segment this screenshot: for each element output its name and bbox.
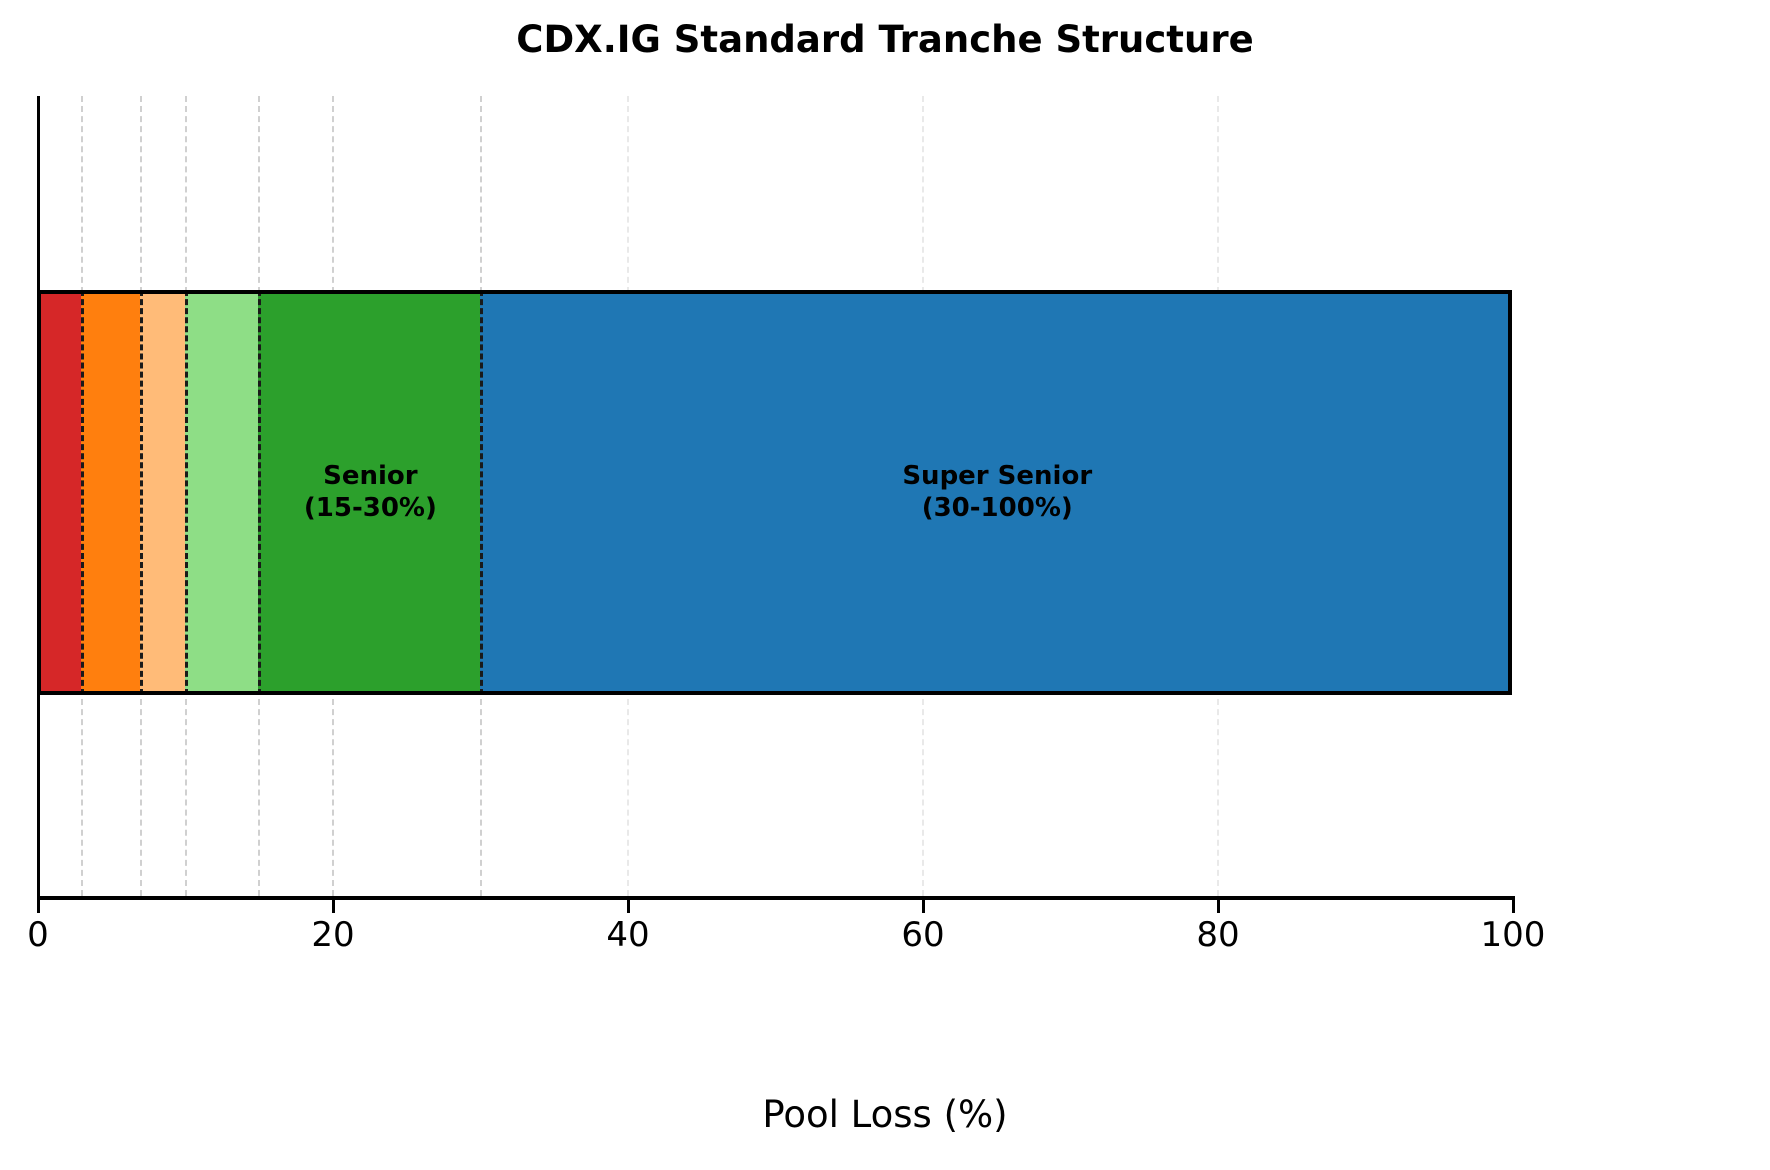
chart-title: CDX.IG Standard Tranche Structure bbox=[516, 18, 1254, 61]
x-tick-mark-40 bbox=[627, 900, 630, 913]
tranche-segment-senior-mezzanine bbox=[184, 290, 259, 695]
x-tick-mark-60 bbox=[922, 900, 925, 913]
tranche-label-range: (30-100%) bbox=[921, 492, 1073, 523]
tranche-segment-equity bbox=[37, 290, 82, 695]
x-tick-label-40: 40 bbox=[606, 915, 650, 955]
tranche-label-range: (15-30%) bbox=[303, 492, 437, 523]
x-tick-mark-0 bbox=[37, 900, 40, 913]
tranche-label-super-senior: Super Senior (30-100%) bbox=[902, 461, 1092, 524]
plot-area: Senior (15-30%) Super Senior (30-100%) bbox=[37, 96, 1512, 896]
tranche-segment-mezzanine bbox=[140, 290, 185, 695]
x-tick-label-20: 20 bbox=[311, 915, 355, 955]
x-tick-label-100: 100 bbox=[1480, 915, 1546, 955]
tranche-segment-junior-mezzanine bbox=[81, 290, 141, 695]
x-tick-label-60: 60 bbox=[901, 915, 945, 955]
tranche-label-name: Senior bbox=[323, 460, 418, 491]
x-tick-mark-80 bbox=[1217, 900, 1220, 913]
x-tick-label-0: 0 bbox=[27, 915, 49, 955]
tranche-label-name: Super Senior bbox=[902, 460, 1093, 491]
x-axis-label: Pool Loss (%) bbox=[762, 1093, 1008, 1136]
x-tick-mark-100 bbox=[1512, 900, 1515, 913]
x-axis-spine bbox=[37, 896, 1515, 900]
tranche-segment-senior: Senior (15-30%) bbox=[258, 290, 480, 695]
tranche-label-senior: Senior (15-30%) bbox=[304, 461, 437, 524]
x-tick-label-80: 80 bbox=[1196, 915, 1240, 955]
stacked-tranche-bar: Senior (15-30%) Super Senior (30-100%) bbox=[37, 290, 1512, 695]
tranche-segment-super-senior: Super Senior (30-100%) bbox=[479, 290, 1512, 695]
x-tick-mark-20 bbox=[332, 900, 335, 913]
